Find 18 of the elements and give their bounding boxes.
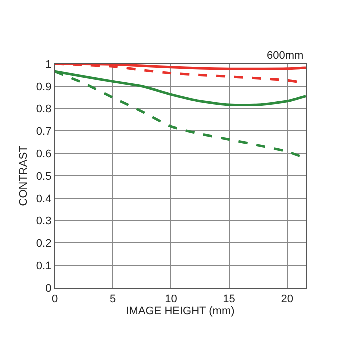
y-axis-title: CONTRAST — [18, 145, 30, 206]
text: 600mm — [267, 50, 304, 62]
y-tick-label: 0.3 — [36, 216, 52, 228]
y-tick-label: 0.1 — [36, 260, 52, 272]
x-axis-title: IMAGE HEIGHT (mm) — [126, 306, 235, 318]
y-tick-label: 0.9 — [36, 81, 52, 94]
x-tick-label: 20 — [281, 293, 294, 306]
y-tick-label: 0.5 — [36, 170, 52, 183]
x-tick-label: 10 — [165, 293, 178, 306]
x-tick-label: 5 — [110, 293, 116, 306]
y-tick-label: 0.7 — [36, 126, 52, 138]
y-tick-label: 0.6 — [36, 148, 52, 160]
y-tick-label: 0.8 — [36, 104, 52, 116]
y-tick-label: 0.2 — [36, 238, 52, 250]
x-tick-label: 15 — [223, 293, 236, 306]
y-tick-label: 0 — [46, 282, 52, 295]
y-tick-label: 1 — [46, 58, 52, 71]
y-tick-label: 0.4 — [36, 193, 52, 206]
